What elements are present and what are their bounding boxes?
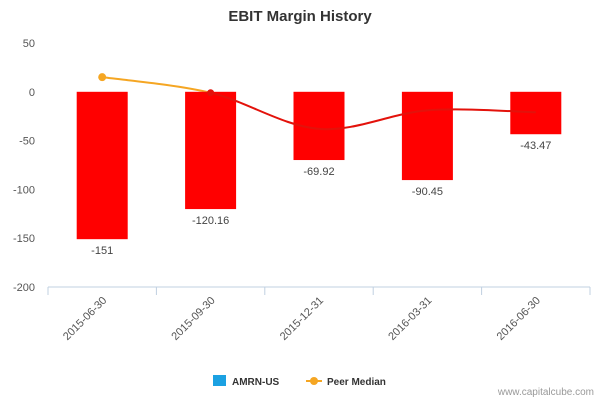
x-tick-label-2: 2015-12-31	[278, 295, 326, 343]
legend-item-amrn[interactable]: AMRN-US	[213, 375, 280, 388]
bar-1	[185, 91, 237, 210]
legend: AMRN-US Peer Median	[213, 375, 386, 388]
x-axis: 2015-06-30 2015-09-30 2015-12-31 2016-03-31…	[47, 287, 591, 343]
peer-median-line-above-zero	[102, 76, 211, 92]
bar-label-4: -43.47	[520, 140, 551, 152]
bar-4	[510, 91, 562, 135]
bar-0	[76, 91, 128, 240]
legend-label-amrn: AMRN-US	[232, 377, 280, 388]
y-tick-label-1: 0	[29, 87, 35, 99]
peer-median-series	[98, 73, 536, 131]
bar-3	[401, 91, 453, 181]
y-axis: 50 0 -50 -100 -150 -200	[13, 38, 35, 294]
peer-median-line-below-zero	[201, 91, 536, 131]
x-tick-label-4: 2016-06-30	[495, 295, 543, 343]
bar-label-1: -120.16	[192, 215, 229, 227]
bar-data-labels: -151 -120.16 -69.92 -90.45 -43.47	[91, 140, 551, 257]
bar-label-2: -69.92	[303, 166, 334, 178]
bar-label-0: -151	[91, 245, 113, 257]
y-tick-label-3: -100	[13, 184, 35, 196]
x-tick-label-0: 2015-06-30	[61, 295, 109, 343]
peer-median-point-0	[98, 73, 107, 82]
y-tick-label-0: 50	[23, 38, 35, 50]
legend-label-peer-median: Peer Median	[327, 377, 386, 388]
y-tick-label-4: -150	[13, 233, 35, 245]
chart-title: EBIT Margin History	[228, 8, 372, 25]
peer-median-point-1	[207, 89, 215, 97]
x-tick-label-1: 2015-09-30	[169, 295, 217, 343]
bar-series	[76, 91, 562, 240]
x-tick-label-3: 2016-03-31	[386, 295, 434, 343]
legend-swatch-amrn	[213, 375, 226, 386]
legend-item-peer-median[interactable]: Peer Median	[306, 377, 386, 388]
y-tick-label-2: -50	[19, 136, 35, 148]
legend-marker-peer-median	[310, 377, 318, 385]
credit-text[interactable]: www.capitalcube.com	[497, 387, 594, 398]
y-tick-label-5: -200	[13, 282, 35, 294]
bar-label-3: -90.45	[412, 186, 443, 198]
